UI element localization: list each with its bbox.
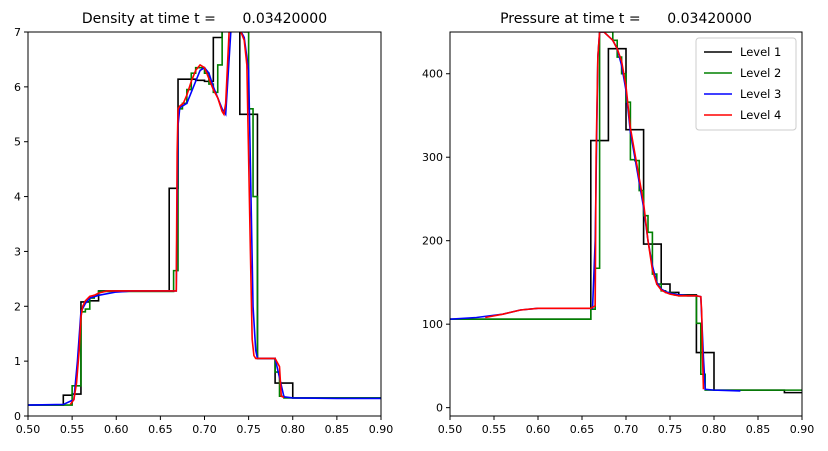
pressure-xtick-label: 0.60 bbox=[526, 423, 551, 436]
density-ytick-label: 3 bbox=[14, 245, 21, 258]
density-xtick-label: 0.50 bbox=[16, 423, 41, 436]
pressure-xtick-label: 0.65 bbox=[570, 423, 595, 436]
density-xtick-label: 0.80 bbox=[281, 423, 306, 436]
density-series-level-2 bbox=[28, 32, 381, 406]
pressure-xtick-label: 0.75 bbox=[658, 423, 683, 436]
legend-label-level-3: Level 3 bbox=[740, 87, 781, 101]
density-ytick-label: 1 bbox=[14, 355, 21, 368]
density-series-level-4 bbox=[69, 32, 285, 405]
density-ytick-label: 7 bbox=[14, 26, 21, 39]
pressure-xtick-label: 0.85 bbox=[746, 423, 771, 436]
pressure-ytick-label: 400 bbox=[422, 68, 443, 81]
density-xtick-label: 0.75 bbox=[236, 423, 261, 436]
pressure-xtick-label: 0.90 bbox=[790, 423, 815, 436]
density-xtick-label: 0.85 bbox=[325, 423, 350, 436]
density-ytick-label: 0 bbox=[14, 410, 21, 423]
pressure-xtick-label: 0.50 bbox=[438, 423, 463, 436]
pressure-series-level-4 bbox=[485, 32, 705, 390]
pressure-ytick-label: 200 bbox=[422, 235, 443, 248]
density-ytick-label: 6 bbox=[14, 81, 21, 94]
pressure-xtick-label: 0.80 bbox=[702, 423, 727, 436]
density-chart: Density at time t = 0.03420000 0.50 0.55 0.… bbox=[14, 11, 393, 436]
legend-label-level-2: Level 2 bbox=[740, 66, 781, 80]
density-ytick-label: 5 bbox=[14, 136, 21, 149]
density-xtick-label: 0.55 bbox=[60, 423, 85, 436]
density-ytick-label: 4 bbox=[14, 191, 21, 204]
density-xtick-label: 0.65 bbox=[148, 423, 173, 436]
pressure-xtick-label: 0.70 bbox=[614, 423, 639, 436]
density-xtick-label: 0.90 bbox=[369, 423, 394, 436]
density-title: Density at time t = 0.03420000 bbox=[82, 11, 327, 27]
pressure-ytick-label: 0 bbox=[436, 402, 443, 415]
legend-label-level-4: Level 4 bbox=[740, 108, 781, 122]
pressure-xtick-label: 0.55 bbox=[482, 423, 507, 436]
pressure-ytick-label: 100 bbox=[422, 318, 443, 331]
density-ytick-label: 2 bbox=[14, 300, 21, 313]
pressure-title: Pressure at time t = 0.03420000 bbox=[500, 11, 752, 27]
pressure-chart: Pressure at time t = 0.03420000 0.50 0.55 0… bbox=[422, 11, 814, 436]
pressure-legend: Level 1 Level 2 Level 3 Level 4 bbox=[695, 37, 797, 131]
legend-box bbox=[695, 37, 797, 131]
pressure-ytick-label: 300 bbox=[422, 151, 443, 164]
density-xtick-label: 0.60 bbox=[104, 423, 129, 436]
density-xtick-label: 0.70 bbox=[192, 423, 217, 436]
legend-label-level-1: Level 1 bbox=[740, 45, 781, 59]
